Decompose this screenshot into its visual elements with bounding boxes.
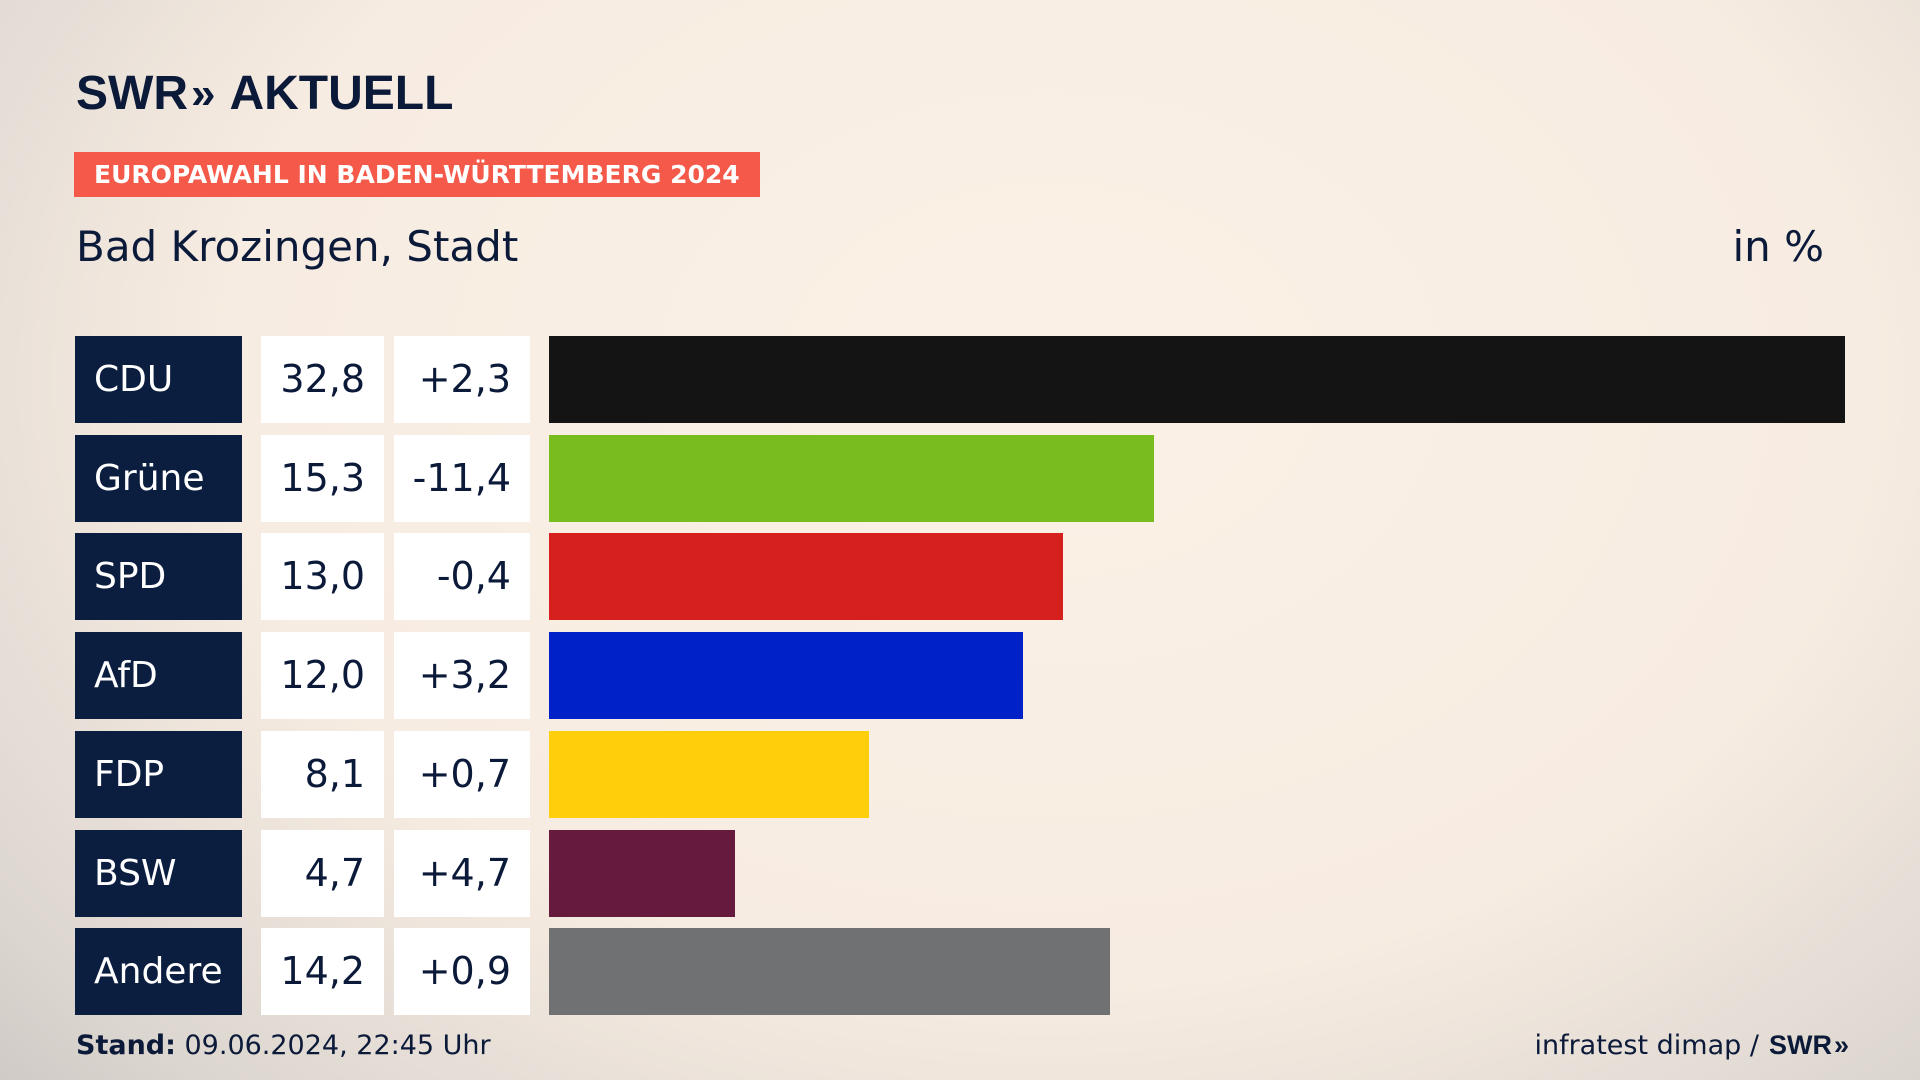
result-bar — [549, 730, 870, 818]
logo-chevron-icon: » — [190, 68, 216, 118]
vote-change-value: +2,3 — [394, 336, 530, 423]
vote-change-value: -0,4 — [394, 533, 530, 621]
party-label: SPD — [75, 533, 242, 621]
vote-change-value: +0,7 — [394, 730, 530, 818]
election-badge: EUROPAWAHL IN BADEN-WÜRTTEMBERG 2024 — [74, 152, 760, 197]
result-bar — [549, 829, 735, 917]
vote-share-value: 15,3 — [261, 434, 384, 522]
vote-share-value: 8,1 — [261, 730, 384, 818]
result-row: Grüne 15,3 -11,4 — [75, 434, 1845, 522]
result-bar — [549, 632, 1024, 720]
swr-small-text: SWR — [1768, 1030, 1832, 1060]
result-bar — [549, 928, 1111, 1016]
vote-share-value: 14,2 — [261, 928, 384, 1016]
vote-change-value: +0,9 — [394, 928, 530, 1016]
result-row: CDU 32,8 +2,3 — [75, 336, 1845, 423]
result-bar — [549, 434, 1154, 522]
party-label: BSW — [75, 829, 242, 917]
result-row: SPD 13,0 -0,4 — [75, 533, 1845, 621]
party-label: AfD — [75, 632, 242, 720]
vote-change-value: -11,4 — [394, 434, 530, 522]
vote-share-value: 4,7 — [261, 829, 384, 917]
result-bar — [549, 336, 1845, 423]
result-row: BSW 4,7 +4,7 — [75, 829, 1845, 917]
vote-share-value: 32,8 — [261, 336, 384, 423]
swr-aktuell-logo: SWR » AKTUELL — [76, 66, 453, 121]
vote-share-value: 12,0 — [261, 632, 384, 720]
party-label: Andere — [75, 928, 242, 1016]
result-bar — [549, 533, 1063, 621]
party-label: FDP — [75, 730, 242, 818]
logo-aktuell-text: AKTUELL — [229, 67, 454, 120]
stand-label: Stand: — [76, 1030, 176, 1061]
vote-share-value: 13,0 — [261, 533, 384, 621]
source-text: infratest dimap / — [1534, 1030, 1759, 1061]
source-credit: infratest dimap / SWR» — [1534, 1030, 1849, 1061]
party-label: Grüne — [75, 434, 242, 522]
swr-small-chevron-icon: » — [1833, 1030, 1849, 1060]
result-row: AfD 12,0 +3,2 — [75, 632, 1845, 720]
swr-small-logo: SWR» — [1768, 1030, 1849, 1061]
unit-label: in % — [1732, 222, 1824, 271]
stand-value: 09.06.2024, 22:45 Uhr — [175, 1030, 491, 1061]
vote-change-value: +4,7 — [394, 829, 530, 917]
timestamp: Stand: 09.06.2024, 22:45 Uhr — [76, 1030, 491, 1061]
result-row: FDP 8,1 +0,7 — [75, 730, 1845, 818]
logo-swr-text: SWR — [76, 67, 188, 120]
vote-change-value: +3,2 — [394, 632, 530, 720]
result-row: Andere 14,2 +0,9 — [75, 928, 1845, 1016]
party-label: CDU — [75, 336, 242, 423]
page-title: Bad Krozingen, Stadt — [76, 222, 519, 271]
